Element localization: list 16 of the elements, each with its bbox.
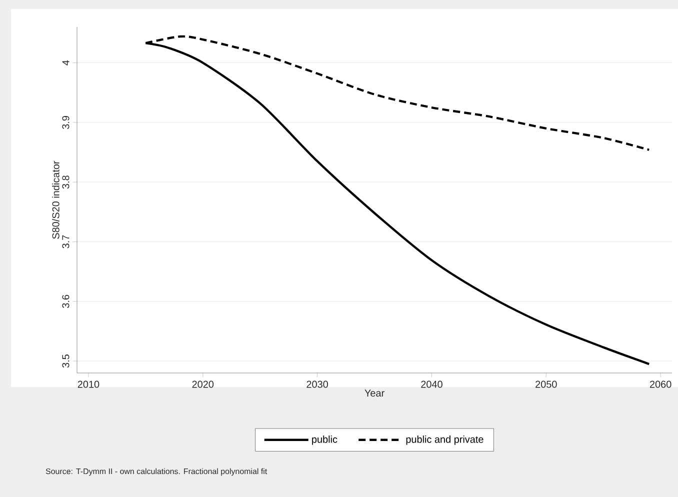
legend-label: public and private <box>406 436 484 445</box>
x-tick-label: 2040 <box>421 380 442 388</box>
y-tick-label: 3.5 <box>62 354 70 368</box>
y-tick-label: 4 <box>62 60 70 66</box>
x-tick-label: 2020 <box>192 380 214 388</box>
x-tick-label: 2030 <box>306 380 328 388</box>
x-tick-label: 2010 <box>78 380 100 388</box>
y-tick-label: 3.9 <box>62 116 70 129</box>
x-tick-label: 2060 <box>650 380 672 388</box>
x-axis-title: Year <box>364 390 384 397</box>
y-tick-label: 3.8 <box>62 176 70 189</box>
legend-label: public <box>312 436 338 445</box>
y-tick-label: 3.7 <box>62 235 70 248</box>
y-axis-title: S80/S20 indicator <box>52 160 60 239</box>
y-tick-label: 3.6 <box>62 294 70 308</box>
x-tick-label: 2050 <box>536 380 557 388</box>
